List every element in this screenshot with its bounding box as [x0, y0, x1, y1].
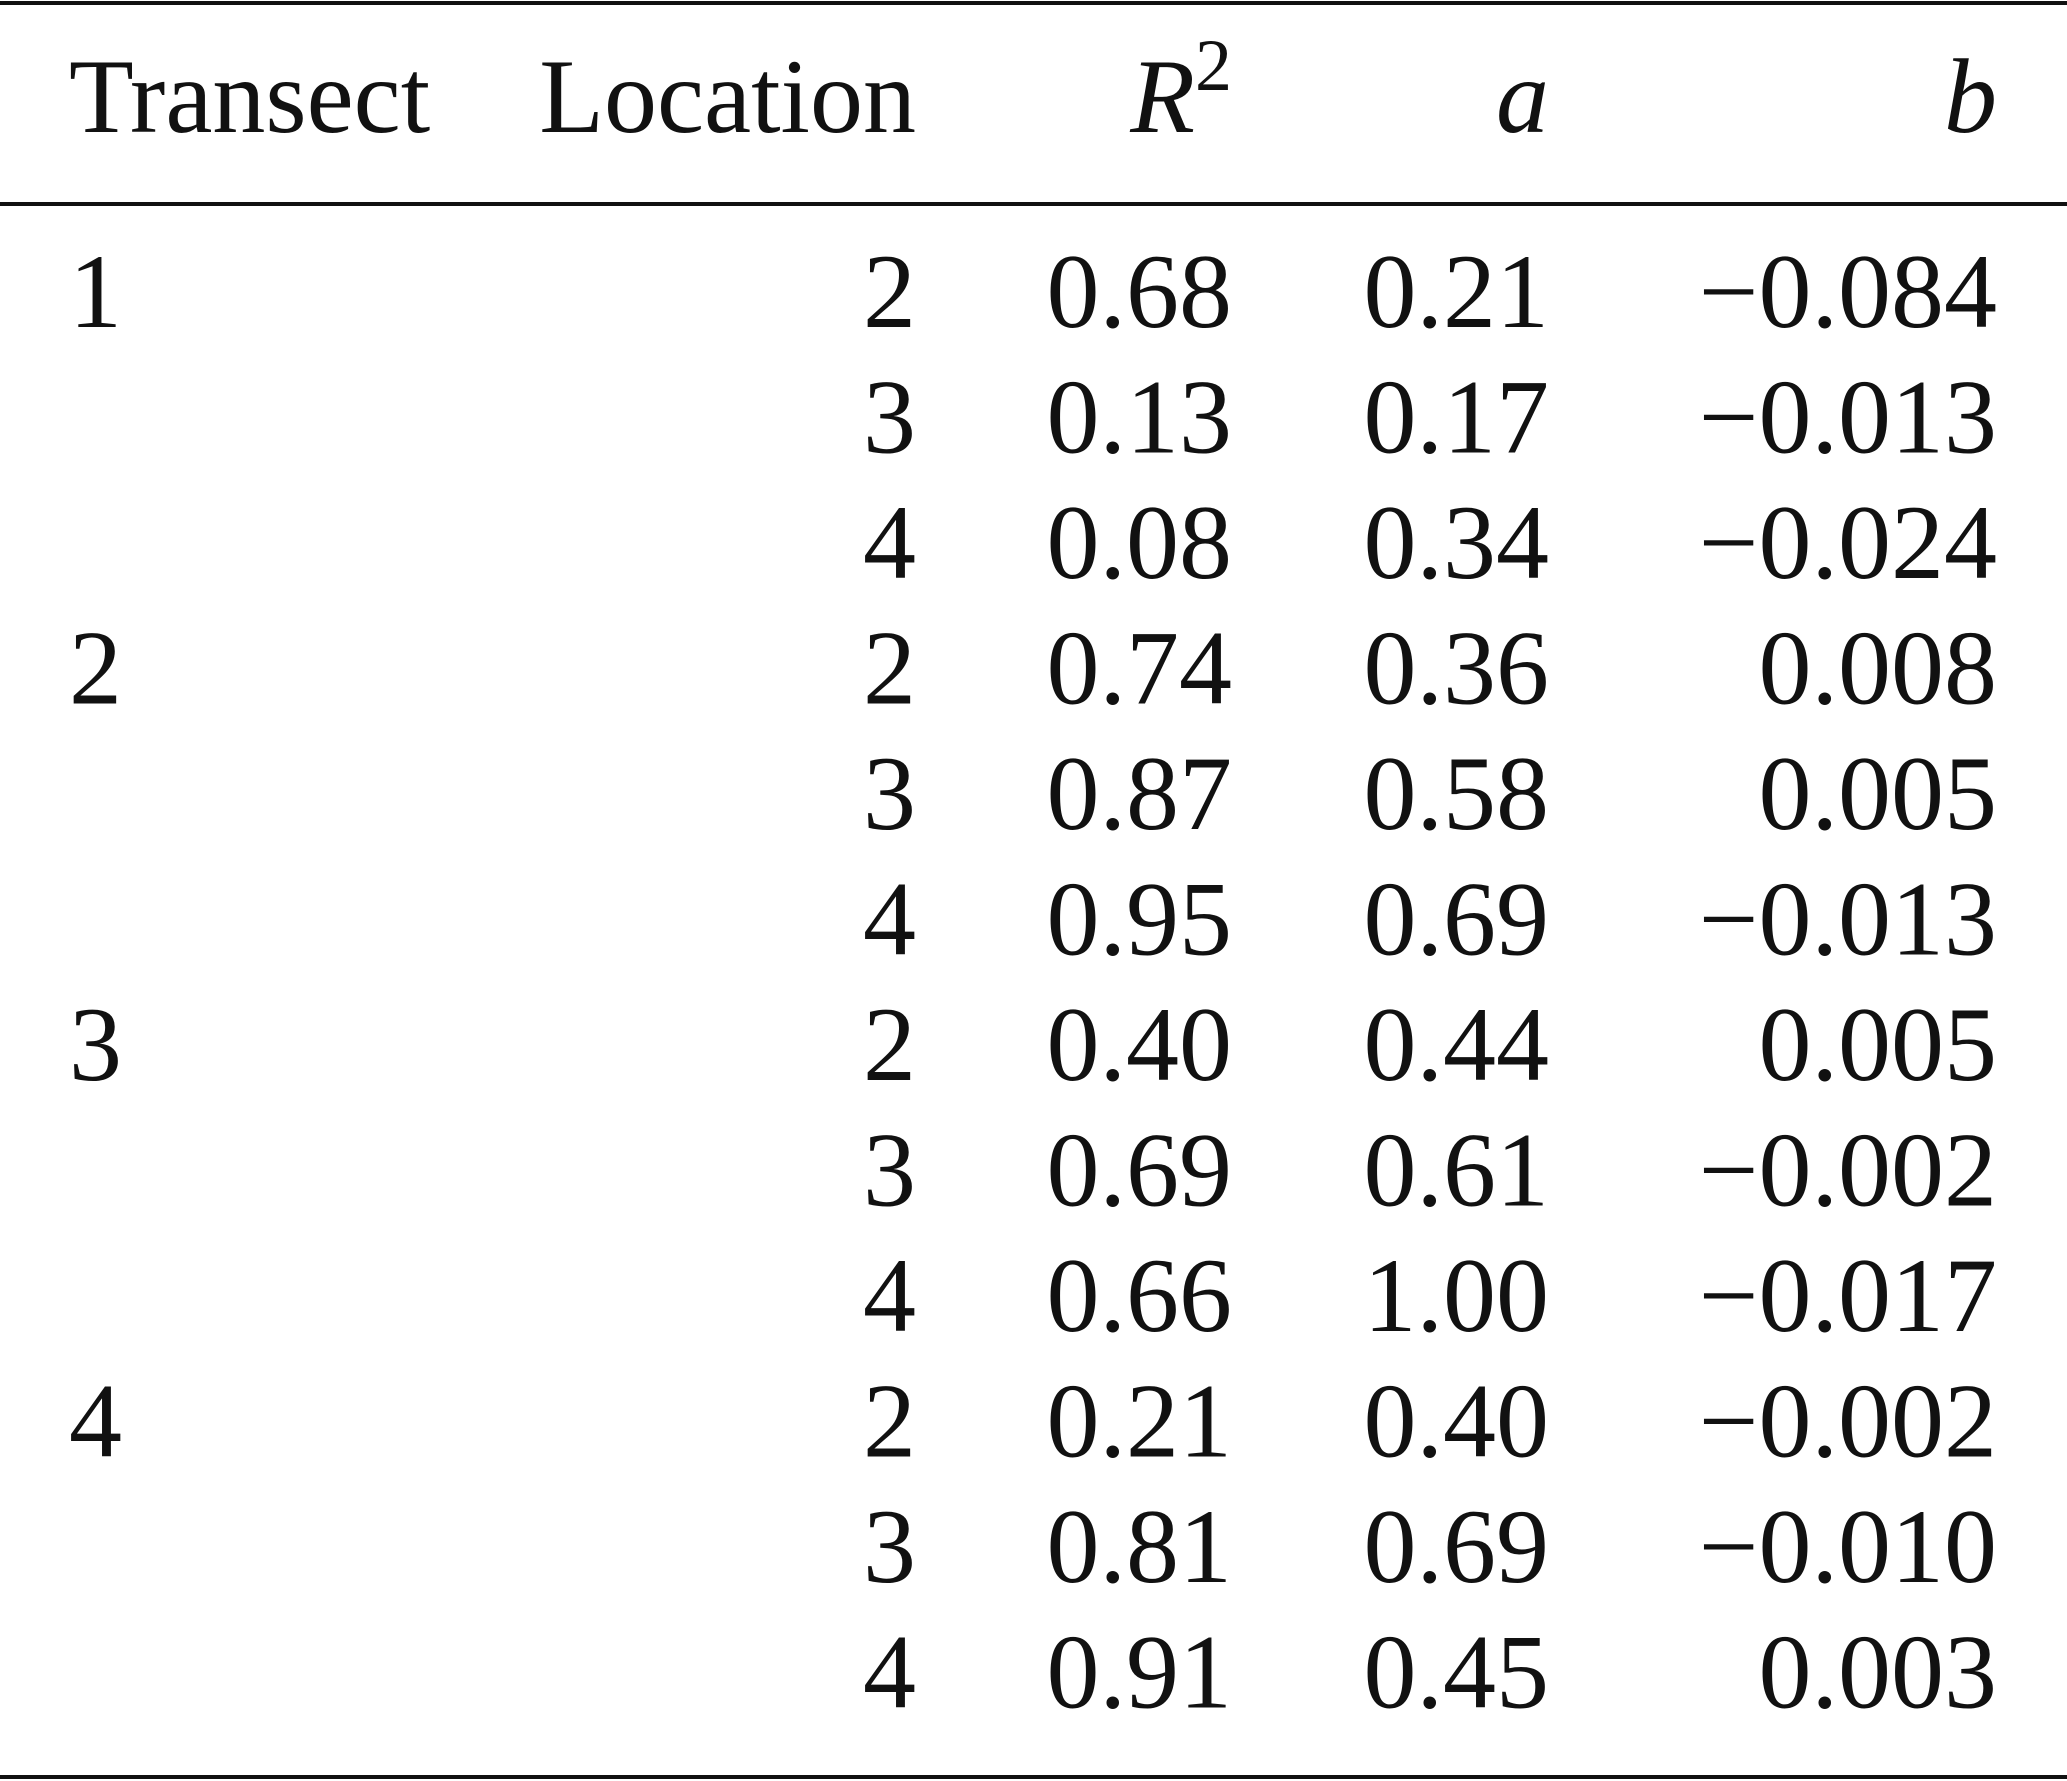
table-cell: 3 [863, 1112, 916, 1229]
table-cell: 3 [863, 1488, 916, 1605]
table-cell: 2 [863, 233, 916, 350]
table-cell: 0.44 [1364, 986, 1550, 1103]
table-cell: 0.005 [1759, 986, 1998, 1103]
table-cell: 0.61 [1364, 1112, 1550, 1229]
table-cell: 4 [863, 1614, 916, 1731]
table-cell: 4 [863, 1237, 916, 1354]
table-cell: 0.34 [1364, 484, 1550, 601]
table-cell: −0.024 [1699, 484, 1997, 601]
table-cell: −0.010 [1699, 1488, 1997, 1605]
table-cell: 0.74 [1047, 610, 1233, 727]
header-cell: R2 [1129, 25, 1232, 155]
table-cell: 0.87 [1047, 735, 1233, 852]
table-cell: 0.08 [1047, 484, 1233, 601]
table-cell: 0.69 [1364, 1488, 1550, 1605]
table-cell: 0.40 [1047, 986, 1233, 1103]
table-cell: 0.45 [1364, 1614, 1550, 1731]
header-sup: 2 [1195, 25, 1232, 107]
table-cell: 2 [863, 610, 916, 727]
table-cell: −0.084 [1699, 233, 1997, 350]
table-cell: 0.21 [1047, 1363, 1233, 1480]
table-cell: 0.91 [1047, 1614, 1233, 1731]
transect-cell: 1 [69, 233, 122, 350]
table-cell: 0.69 [1047, 1112, 1233, 1229]
table-cell: 3 [863, 359, 916, 476]
table-cell: 0.66 [1047, 1237, 1233, 1354]
table-cell: 0.36 [1364, 610, 1550, 727]
header-cell: Transect [69, 38, 430, 155]
table-cell: 0.21 [1364, 233, 1550, 350]
header-cell: a [1496, 38, 1549, 155]
table-cell: 0.008 [1759, 610, 1998, 727]
table-cell: 2 [863, 1363, 916, 1480]
table-cell: 0.69 [1364, 861, 1550, 978]
table-cell: 1.00 [1364, 1237, 1550, 1354]
table-cell: 3 [863, 735, 916, 852]
table-cell: −0.013 [1699, 861, 1997, 978]
transect-cell: 2 [69, 610, 122, 727]
table-cell: 2 [863, 986, 916, 1103]
table-cell: 0.40 [1364, 1363, 1550, 1480]
table-cell: −0.002 [1699, 1363, 1997, 1480]
header-text: R [1129, 38, 1195, 155]
table-cell: −0.013 [1699, 359, 1997, 476]
table-cell: 0.81 [1047, 1488, 1233, 1605]
table-cell: −0.002 [1699, 1112, 1997, 1229]
table-cell: 4 [863, 861, 916, 978]
table-cell: 0.95 [1047, 861, 1233, 978]
table-cell: 0.68 [1047, 233, 1233, 350]
table-cell: 0.58 [1364, 735, 1550, 852]
transect-cell: 4 [69, 1363, 122, 1480]
table-cell: 0.003 [1759, 1614, 1998, 1731]
table-cell: 0.17 [1364, 359, 1550, 476]
header-cell: b [1944, 38, 1997, 155]
table-cell: 4 [863, 484, 916, 601]
transect-cell: 3 [69, 986, 122, 1103]
table-cell: 0.13 [1047, 359, 1233, 476]
table-cell: 0.005 [1759, 735, 1998, 852]
header-cell: Location [539, 38, 916, 155]
table-cell: −0.017 [1699, 1237, 1997, 1354]
